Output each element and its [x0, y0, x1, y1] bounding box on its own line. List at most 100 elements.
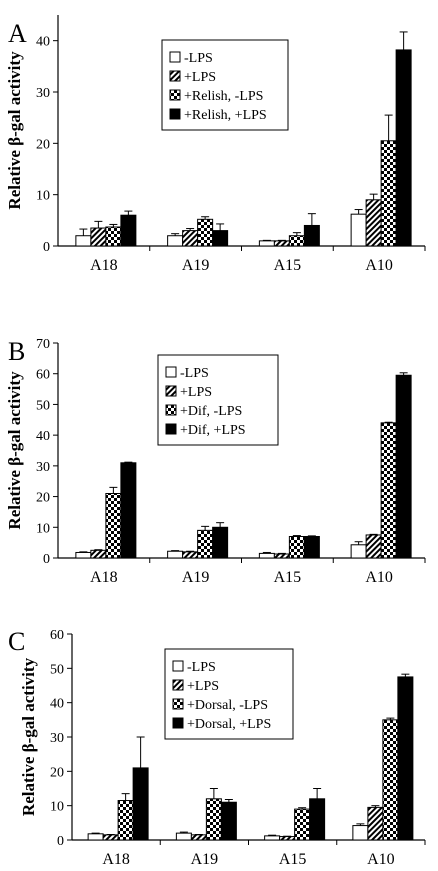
y-tick-label: 0 [57, 834, 64, 849]
panel-label: B [8, 337, 25, 366]
legend: -LPS +LPS +Dorsal, -LPS +Dorsal, +LPS [164, 648, 294, 740]
bar [117, 800, 134, 841]
bar [273, 240, 290, 247]
bar [273, 553, 290, 559]
bar [365, 534, 382, 559]
legend: -LPS +LPS +Relish, -LPS +Relish, +LPS [161, 39, 289, 131]
bar [105, 493, 122, 559]
bar [197, 218, 214, 247]
bar [264, 835, 281, 841]
legend-label: +LPS [184, 70, 216, 85]
legend-label: +Dorsal, -LPS [187, 698, 268, 713]
bar [120, 462, 137, 559]
x-tick-label: A15 [274, 569, 302, 586]
bar [288, 235, 305, 247]
panel-label: A [8, 19, 27, 48]
y-tick-label: 20 [36, 491, 50, 506]
y-tick-label: 50 [50, 662, 64, 677]
y-tick-label: 30 [50, 731, 64, 746]
bar [258, 552, 275, 559]
y-axis-label: Relative β-gal activity [5, 51, 24, 210]
y-tick-label: 10 [36, 189, 50, 204]
bar [212, 526, 229, 559]
bar [279, 836, 296, 841]
bar [350, 544, 367, 559]
y-tick-label: 10 [50, 800, 64, 815]
bar [395, 374, 412, 559]
bar [367, 806, 384, 841]
legend-swatch [165, 423, 177, 435]
legend-swatch [165, 385, 177, 397]
y-tick-label: 40 [50, 697, 64, 712]
bar [102, 834, 119, 841]
x-tick-label: A10 [365, 569, 393, 586]
bar [294, 808, 311, 841]
y-tick-label: 10 [36, 521, 50, 536]
y-axis-label: Relative β-gal activity [19, 657, 38, 816]
bar [120, 214, 137, 247]
legend-swatch [169, 51, 181, 63]
bar [75, 235, 92, 247]
bar [212, 230, 229, 247]
legend-swatch [165, 366, 177, 378]
bar [382, 719, 399, 841]
y-tick-label: 20 [36, 137, 50, 152]
bar [182, 551, 199, 559]
bar [395, 49, 412, 247]
bar [132, 767, 149, 841]
legend-swatch [172, 698, 184, 710]
legend-label: +Dif, -LPS [180, 404, 242, 419]
x-tick-label: A10 [365, 257, 393, 274]
x-tick-label: A19 [182, 569, 210, 586]
legend-box [161, 39, 289, 131]
bar [352, 825, 369, 841]
x-tick-label: A18 [90, 257, 118, 274]
y-tick-label: 20 [50, 765, 64, 780]
legend-label: -LPS [180, 366, 209, 381]
x-tick-label: A18 [90, 569, 118, 586]
bar [350, 213, 367, 247]
x-tick-label: A18 [102, 851, 130, 868]
bar [365, 199, 382, 247]
legend-label: +Dorsal, +LPS [187, 717, 271, 732]
legend-swatch [169, 89, 181, 101]
bar [197, 529, 214, 559]
bar [90, 227, 107, 247]
y-tick-label: 30 [36, 460, 50, 475]
bar [105, 226, 122, 247]
y-tick-label: 0 [43, 240, 50, 255]
bar [75, 551, 92, 559]
legend-swatch [172, 717, 184, 729]
bar [380, 140, 397, 247]
bar [380, 422, 397, 559]
legend-label: +Dif, +LPS [180, 423, 246, 438]
legend-box [157, 354, 279, 446]
bar [288, 536, 305, 559]
bar [167, 235, 184, 247]
bar [397, 676, 414, 841]
legend-swatch [165, 404, 177, 416]
legend-box [164, 648, 294, 740]
bar [220, 801, 237, 841]
y-axis-label: Relative β-gal activity [5, 371, 24, 530]
y-tick-label: 70 [36, 337, 50, 352]
y-tick-label: 60 [50, 628, 64, 643]
y-tick-label: 0 [43, 552, 50, 567]
legend-label: +LPS [187, 679, 219, 694]
bar [309, 798, 326, 841]
legend-label: +Relish, +LPS [184, 108, 267, 123]
bar [87, 833, 104, 841]
y-tick-label: 50 [36, 398, 50, 413]
chart-panel-a: A Relative β-gal activity 0 10 20 30 40 A18 A19 A… [5, 15, 426, 274]
x-tick-label: A15 [279, 851, 307, 868]
bar [90, 549, 107, 559]
x-tick-label: A15 [274, 257, 302, 274]
legend-label: -LPS [184, 51, 213, 66]
legend-label: -LPS [187, 660, 216, 675]
y-tick-label: 40 [36, 429, 50, 444]
bar [205, 798, 222, 841]
legend-label: +Relish, -LPS [184, 89, 263, 104]
bar [258, 240, 275, 247]
y-tick-label: 30 [36, 86, 50, 101]
